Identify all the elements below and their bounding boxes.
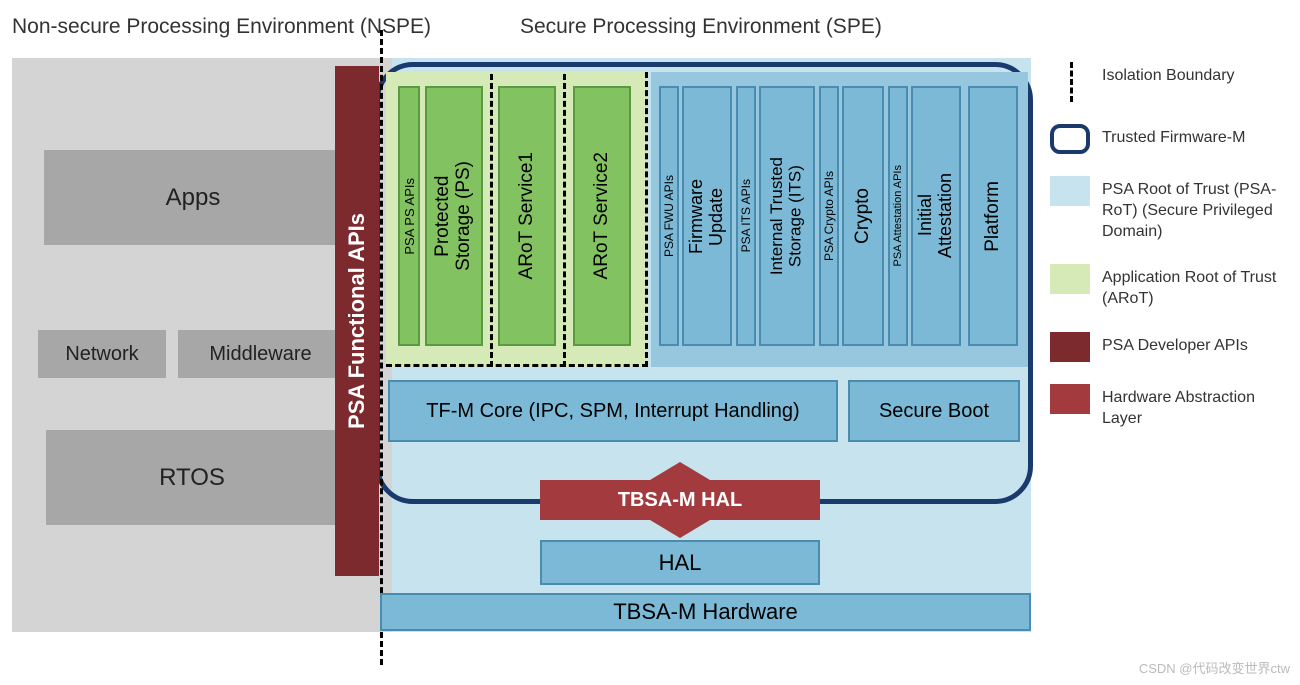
psa-crypto-apis-box: PSA Crypto APIs: [819, 86, 839, 346]
initial-attestation-box: InitialAttestation: [911, 86, 961, 346]
firmware-update-label: FirmwareUpdate: [687, 179, 727, 254]
arot-service1-label: ARoT Service1: [516, 152, 538, 279]
nspe-header: Non-secure Processing Environment (NSPE): [12, 15, 431, 39]
rtos-box: RTOS: [46, 430, 338, 525]
psa-its-apis-box: PSA ITS APIs: [736, 86, 756, 346]
legend-dev-apis-icon: [1050, 332, 1090, 362]
legend-arot: Application Root of Trust (ARoT): [1050, 264, 1295, 310]
tbsa-m-hal-arrow: TBSA-M HAL: [540, 480, 820, 520]
legend-hal: Hardware Abstraction Layer: [1050, 384, 1295, 430]
spe-header: Secure Processing Environment (SPE): [520, 15, 882, 39]
arot-service2-box: ARoT Service2: [573, 86, 631, 346]
psa-its-apis-label: PSA ITS APIs: [739, 179, 753, 252]
platform-box: Platform: [968, 86, 1018, 346]
protected-storage-label: ProtectedStorage (PS): [433, 161, 475, 271]
crypto-box: Crypto: [842, 86, 884, 346]
legend: Isolation Boundary Trusted Firmware-M PS…: [1050, 62, 1295, 452]
apps-box: Apps: [44, 150, 342, 245]
watermark: CSDN @代码改变世界ctw: [1139, 658, 1290, 677]
legend-isolation: Isolation Boundary: [1050, 62, 1295, 102]
psa-crypto-apis-label: PSA Crypto APIs: [822, 171, 836, 261]
network-box: Network: [38, 330, 166, 378]
tbsa-m-hardware-box: TBSA-M Hardware: [380, 593, 1031, 631]
psa-functional-apis-bar: PSA Functional APIs: [335, 66, 379, 576]
legend-arot-label: Application Root of Trust (ARoT): [1102, 264, 1295, 310]
legend-hal-label: Hardware Abstraction Layer: [1102, 384, 1295, 430]
psa-ps-apis-box: PSA PS APIs: [398, 86, 420, 346]
tfm-core-box: TF-M Core (IPC, SPM, Interrupt Handling): [388, 380, 838, 442]
psa-functional-apis-label: PSA Functional APIs: [344, 213, 370, 429]
legend-tfm: Trusted Firmware-M: [1050, 124, 1295, 154]
secure-boot-box: Secure Boot: [848, 380, 1020, 442]
psa-fwu-apis-label: PSA FWU APIs: [662, 175, 676, 257]
its-box: Internal TrustedStorage (ITS): [759, 86, 815, 346]
legend-hal-icon: [1050, 384, 1090, 414]
arot-service1-box: ARoT Service1: [498, 86, 556, 346]
isolation-boundary-line: [380, 30, 383, 665]
initial-attestation-label: InitialAttestation: [916, 173, 956, 258]
legend-isolation-label: Isolation Boundary: [1102, 62, 1235, 87]
psa-fwu-apis-box: PSA FWU APIs: [659, 86, 679, 346]
crypto-label: Crypto: [852, 188, 874, 244]
arot-separator-1: [490, 74, 493, 367]
legend-psa-rot-icon: [1050, 176, 1090, 206]
legend-dev-apis: PSA Developer APIs: [1050, 332, 1295, 362]
legend-psa-rot-label: PSA Root of Trust (PSA-RoT) (Secure Priv…: [1102, 176, 1295, 242]
legend-arot-icon: [1050, 264, 1090, 294]
legend-dev-apis-label: PSA Developer APIs: [1102, 332, 1248, 357]
platform-label: Platform: [982, 181, 1004, 252]
its-label: Internal TrustedStorage (ITS): [768, 157, 805, 275]
middleware-box: Middleware: [178, 330, 343, 378]
psa-attestation-apis-label: PSA Attestation APIs: [892, 165, 904, 267]
psa-ps-apis-label: PSA PS APIs: [402, 178, 417, 255]
protected-storage-box: ProtectedStorage (PS): [425, 86, 483, 346]
arot-separator-2: [563, 74, 566, 367]
legend-tfm-label: Trusted Firmware-M: [1102, 124, 1245, 149]
legend-isolation-icon: [1070, 62, 1073, 102]
arot-service2-label: ARoT Service2: [591, 152, 613, 279]
legend-tfm-icon: [1050, 124, 1090, 154]
hal-box: HAL: [540, 540, 820, 585]
psa-attestation-apis-box: PSA Attestation APIs: [888, 86, 908, 346]
firmware-update-box: FirmwareUpdate: [682, 86, 732, 346]
legend-psa-rot: PSA Root of Trust (PSA-RoT) (Secure Priv…: [1050, 176, 1295, 242]
